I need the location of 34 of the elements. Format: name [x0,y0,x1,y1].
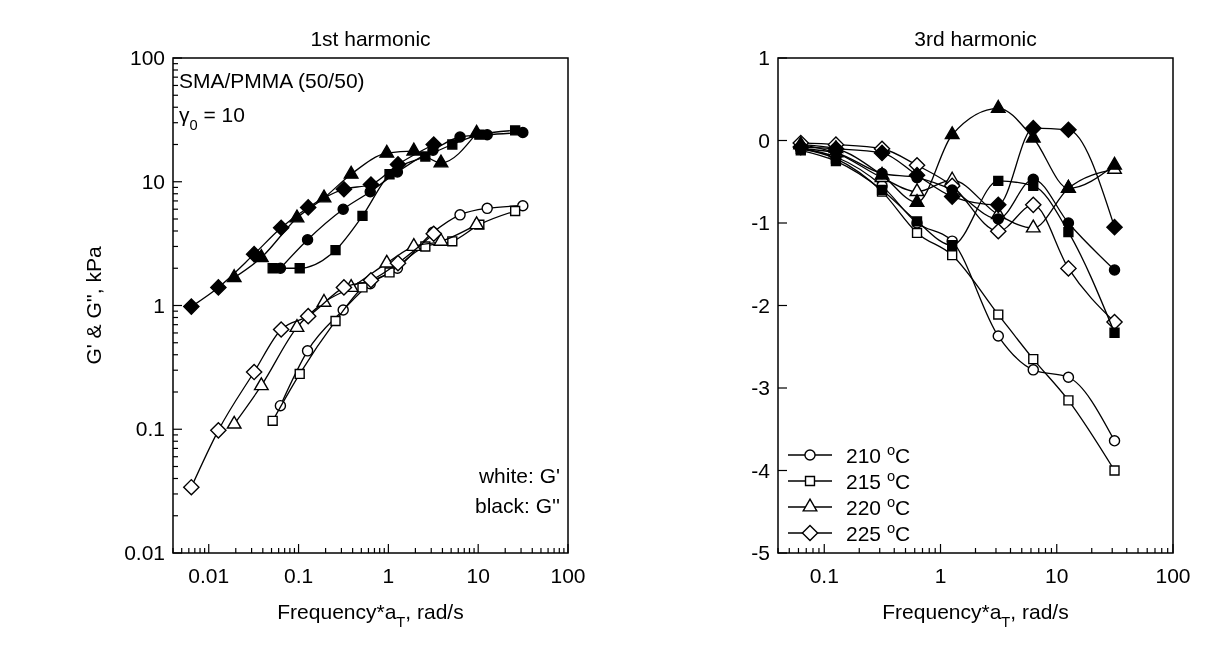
annotation: white: G' [477,464,560,487]
y-tick-label: 0.1 [135,417,165,441]
x-tick-label: 1 [382,564,395,587]
y-tick-label: 1 [758,46,770,69]
x-tick-label: 10 [466,564,490,587]
x-tick-label: 0.1 [283,564,314,587]
legend-label: 210 $^{o}$C [846,442,911,467]
x-tick-label: 0.1 [809,564,839,587]
y-tick-label: 100 [129,46,165,69]
annotation: black: G'' [474,494,560,517]
chart-title: 3rd harmonic [914,27,1037,50]
x-tick-label: 100 [550,564,586,587]
legend-label: 220 $^{o}$C [846,494,911,519]
y-tick-label: -3 [751,376,770,399]
y-tick-label: 1 [153,293,165,317]
x-axis-title: Frequency*a$_{T}$, rad/s [277,600,464,630]
chart-title: 1st harmonic [310,27,431,50]
y-tick-label: 0.01 [124,541,165,564]
x-tick-label: 100 [1155,564,1191,587]
y-tick-label: -1 [751,211,770,234]
y-tick-label: -5 [751,541,770,564]
y-tick-label: 0 [758,128,770,152]
annotation: SMA/PMMA (50/50) [179,69,365,92]
y-tick-label: 10 [141,169,165,193]
legend-label: 215 $^{o}$C [846,468,911,493]
x-tick-label: 0.01 [188,564,230,587]
y-axis-title: G' & G'', kPa [82,246,105,365]
y-tick-label: -4 [751,458,771,482]
legend-label: 225 $^{o}$C [846,520,911,545]
y-tick-label: -2 [751,293,770,317]
x-tick-label: 10 [1045,564,1069,587]
x-tick-label: 1 [934,564,947,587]
annotation: γ$_{0}$ = 10 [179,103,245,133]
x-axis-title: Frequency*a$_{T}$, rad/s [882,600,1069,630]
